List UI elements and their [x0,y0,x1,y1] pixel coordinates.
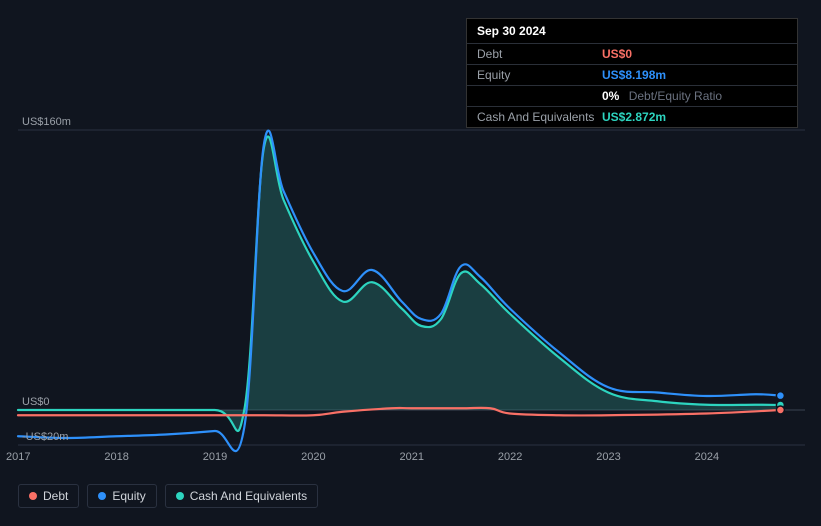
chart-container: US$160m US$0 -US$20m 2017 2018 2019 2020… [0,0,821,526]
tooltip: Sep 30 2024 Debt US$0 Equity US$8.198m 0… [466,18,798,128]
tooltip-row-debt: Debt US$0 [467,44,797,65]
tooltip-label: Equity [477,68,602,82]
legend-swatch-icon [98,492,106,500]
x-tick-label: 2017 [6,451,30,463]
x-tick-label: 2020 [301,451,325,463]
tooltip-value: 0% Debt/Equity Ratio [602,89,722,103]
tooltip-ratio-value: 0% [602,89,619,103]
tooltip-ratio-suffix: Debt/Equity Ratio [629,89,722,103]
legend-item-cash[interactable]: Cash And Equivalents [165,484,318,508]
tooltip-value: US$8.198m [602,68,666,82]
tooltip-row-cash: Cash And Equivalents US$2.872m [467,107,797,127]
legend-swatch-icon [176,492,184,500]
tooltip-value: US$2.872m [602,110,666,124]
x-tick-label: 2018 [104,451,128,463]
tooltip-date: Sep 30 2024 [467,19,797,44]
x-tick-label: 2023 [596,451,620,463]
legend-label: Cash And Equivalents [190,489,307,503]
legend: Debt Equity Cash And Equivalents [18,484,318,508]
tooltip-label [477,89,602,103]
y-tick-label: -US$20m [22,431,68,443]
x-tick-label: 2021 [400,451,424,463]
legend-item-debt[interactable]: Debt [18,484,79,508]
legend-label: Debt [43,489,68,503]
legend-item-equity[interactable]: Equity [87,484,156,508]
tooltip-value: US$0 [602,47,632,61]
tooltip-row-equity: Equity US$8.198m [467,65,797,86]
legend-label: Equity [112,489,145,503]
y-tick-label: US$0 [22,396,50,408]
legend-swatch-icon [29,492,37,500]
tooltip-label: Cash And Equivalents [477,110,602,124]
tooltip-row-ratio: 0% Debt/Equity Ratio [467,86,797,107]
tooltip-label: Debt [477,47,602,61]
y-tick-label: US$160m [22,116,71,128]
x-tick-label: 2022 [498,451,522,463]
x-tick-label: 2024 [695,451,719,463]
x-tick-label: 2019 [203,451,227,463]
